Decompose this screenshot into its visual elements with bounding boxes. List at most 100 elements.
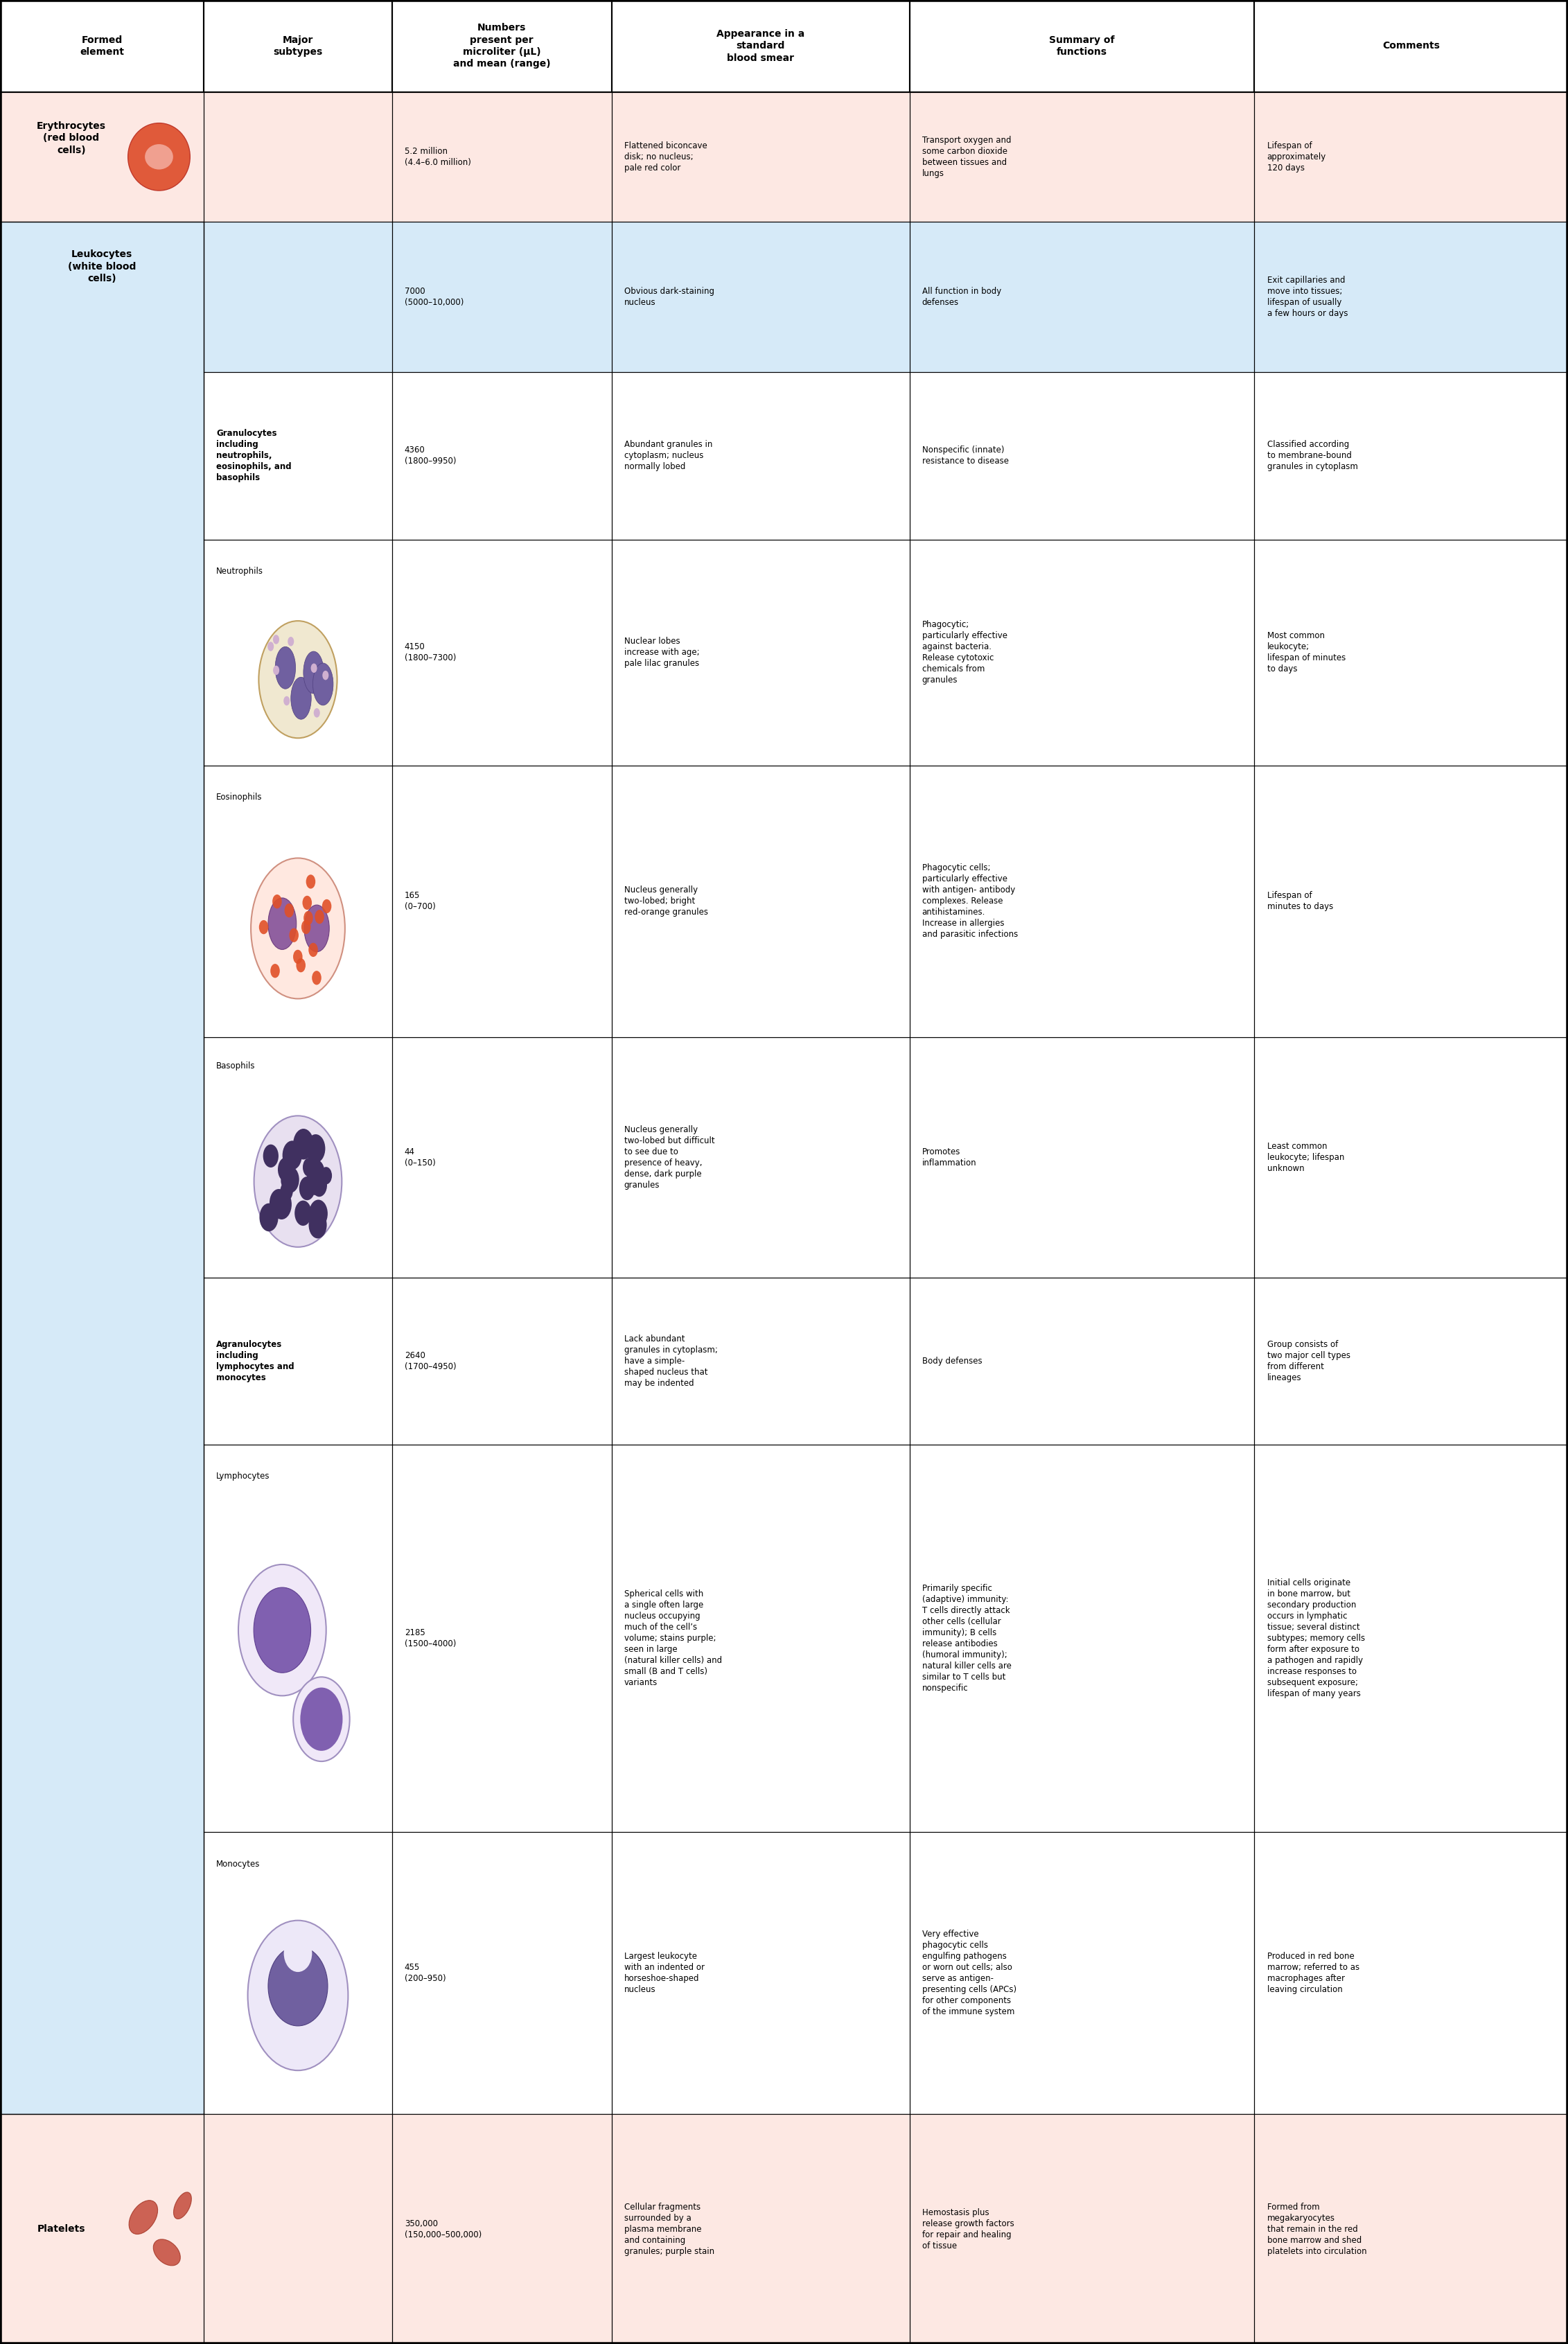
Text: Phagocytic cells;
particularly effective
with antigen- antibody
complexes. Relea: Phagocytic cells; particularly effective… <box>922 863 1018 940</box>
Bar <box>204 223 392 373</box>
Circle shape <box>309 1212 326 1238</box>
Bar <box>392 2114 612 2344</box>
Ellipse shape <box>304 652 325 694</box>
Bar <box>204 91 392 223</box>
Circle shape <box>306 1170 323 1195</box>
Bar <box>0 91 204 223</box>
Text: Numbers
present per
microliter (μL)
and mean (range): Numbers present per microliter (μL) and … <box>453 23 550 68</box>
Bar <box>1254 373 1568 539</box>
Bar <box>612 373 909 539</box>
Text: 2185
(1500–4000): 2185 (1500–4000) <box>405 1629 456 1648</box>
Text: Nucleus generally
two-lobed but difficult
to see due to
presence of heavy,
dense: Nucleus generally two-lobed but difficul… <box>624 1125 715 1191</box>
Text: Nonspecific (innate)
resistance to disease: Nonspecific (innate) resistance to disea… <box>922 445 1008 466</box>
Circle shape <box>303 1158 315 1177</box>
Circle shape <box>248 1920 348 2070</box>
Circle shape <box>238 1563 326 1695</box>
Bar <box>612 223 909 373</box>
Bar <box>909 2114 1254 2344</box>
Text: Cellular fragments
surrounded by a
plasma membrane
and containing
granules; purp: Cellular fragments surrounded by a plasm… <box>624 2203 715 2255</box>
Circle shape <box>278 1158 295 1181</box>
Bar <box>909 1444 1254 1831</box>
Text: 350,000
(150,000–500,000): 350,000 (150,000–500,000) <box>405 2220 481 2239</box>
Text: Primarily specific
(adaptive) immunity:
T cells directly attack
other cells (cel: Primarily specific (adaptive) immunity: … <box>922 1585 1011 1692</box>
Ellipse shape <box>284 1934 312 1971</box>
Bar <box>204 764 392 1036</box>
Bar <box>1254 91 1568 223</box>
Bar <box>392 223 612 373</box>
Text: All function in body
defenses: All function in body defenses <box>922 286 1000 307</box>
Text: 44
(0–150): 44 (0–150) <box>405 1146 436 1167</box>
Bar <box>1254 764 1568 1036</box>
Text: Phagocytic;
particularly effective
against bacteria.
Release cytotoxic
chemicals: Phagocytic; particularly effective again… <box>922 621 1007 684</box>
Circle shape <box>282 1167 299 1193</box>
Bar <box>204 1831 392 2114</box>
Text: Lymphocytes: Lymphocytes <box>216 1472 270 1481</box>
Text: 2640
(1700–4950): 2640 (1700–4950) <box>405 1350 456 1371</box>
Text: Agranulocytes
including
lymphocytes and
monocytes: Agranulocytes including lymphocytes and … <box>216 1341 295 1383</box>
Circle shape <box>299 1177 315 1200</box>
Text: Neutrophils: Neutrophils <box>216 567 263 577</box>
Circle shape <box>312 1174 328 1198</box>
Bar <box>392 1277 612 1444</box>
Circle shape <box>273 635 279 645</box>
Ellipse shape <box>254 1587 310 1674</box>
Text: Appearance in a
standard
blood smear: Appearance in a standard blood smear <box>717 28 804 63</box>
Text: Lifespan of
approximately
120 days: Lifespan of approximately 120 days <box>1267 141 1327 173</box>
Text: 165
(0–700): 165 (0–700) <box>405 891 436 912</box>
Text: Very effective
phagocytic cells
engulfing pathogens
or worn out cells; also
serv: Very effective phagocytic cells engulfin… <box>922 1929 1016 2016</box>
Text: Formed from
megakaryocytes
that remain in the red
bone marrow and shed
platelets: Formed from megakaryocytes that remain i… <box>1267 2203 1366 2255</box>
Circle shape <box>273 666 279 675</box>
Ellipse shape <box>292 677 310 720</box>
Bar <box>392 764 612 1036</box>
Text: Major
subtypes: Major subtypes <box>273 35 323 56</box>
Text: Transport oxygen and
some carbon dioxide
between tissues and
lungs: Transport oxygen and some carbon dioxide… <box>922 136 1011 178</box>
Circle shape <box>263 1144 279 1167</box>
Circle shape <box>284 902 293 917</box>
Text: 5.2 million
(4.4–6.0 million): 5.2 million (4.4–6.0 million) <box>405 148 470 166</box>
Bar <box>1254 1444 1568 1831</box>
Bar <box>612 1036 909 1277</box>
Bar <box>612 539 909 764</box>
Bar <box>909 1036 1254 1277</box>
Circle shape <box>321 900 331 914</box>
Bar <box>909 539 1254 764</box>
Text: Classified according
to membrane-bound
granules in cytoplasm: Classified according to membrane-bound g… <box>1267 441 1358 471</box>
Bar <box>204 1277 392 1444</box>
Bar <box>909 91 1254 223</box>
Text: Comments: Comments <box>1383 42 1439 52</box>
Text: 4150
(1800–7300): 4150 (1800–7300) <box>405 642 456 663</box>
Circle shape <box>293 1676 350 1760</box>
Text: Platelets: Platelets <box>38 2224 85 2234</box>
Bar <box>612 1444 909 1831</box>
Bar <box>1254 0 1568 91</box>
Circle shape <box>312 970 321 984</box>
Text: Produced in red bone
marrow; referred to as
macrophages after
leaving circulatio: Produced in red bone marrow; referred to… <box>1267 1953 1359 1995</box>
Text: Exit capillaries and
move into tissues;
lifespan of usually
a few hours or days: Exit capillaries and move into tissues; … <box>1267 277 1347 319</box>
Bar <box>612 1277 909 1444</box>
Ellipse shape <box>314 663 334 706</box>
Text: Nucleus generally
two-lobed; bright
red-orange granules: Nucleus generally two-lobed; bright red-… <box>624 886 707 917</box>
Bar <box>1254 2114 1568 2344</box>
Circle shape <box>306 874 315 888</box>
Text: Granulocytes
including
neutrophils,
eosinophils, and
basophils: Granulocytes including neutrophils, eosi… <box>216 429 292 483</box>
Circle shape <box>273 895 282 909</box>
Circle shape <box>310 663 317 673</box>
Text: 4360
(1800–9950): 4360 (1800–9950) <box>405 445 456 466</box>
Bar <box>1254 223 1568 373</box>
Bar <box>204 539 392 764</box>
Text: Largest leukocyte
with an indented or
horseshoe-shaped
nucleus: Largest leukocyte with an indented or ho… <box>624 1953 704 1995</box>
Text: Spherical cells with
a single often large
nucleus occupying
much of the cell’s
v: Spherical cells with a single often larg… <box>624 1589 721 1688</box>
Circle shape <box>284 696 290 706</box>
Bar <box>204 0 392 91</box>
Bar <box>0 2114 204 2344</box>
Bar <box>1254 1277 1568 1444</box>
Bar <box>0 223 204 2114</box>
Circle shape <box>254 1116 342 1247</box>
Ellipse shape <box>276 647 295 689</box>
Bar <box>612 0 909 91</box>
Ellipse shape <box>129 124 190 190</box>
Circle shape <box>287 638 293 647</box>
Ellipse shape <box>304 905 329 952</box>
Circle shape <box>303 895 312 909</box>
Bar <box>909 223 1254 373</box>
